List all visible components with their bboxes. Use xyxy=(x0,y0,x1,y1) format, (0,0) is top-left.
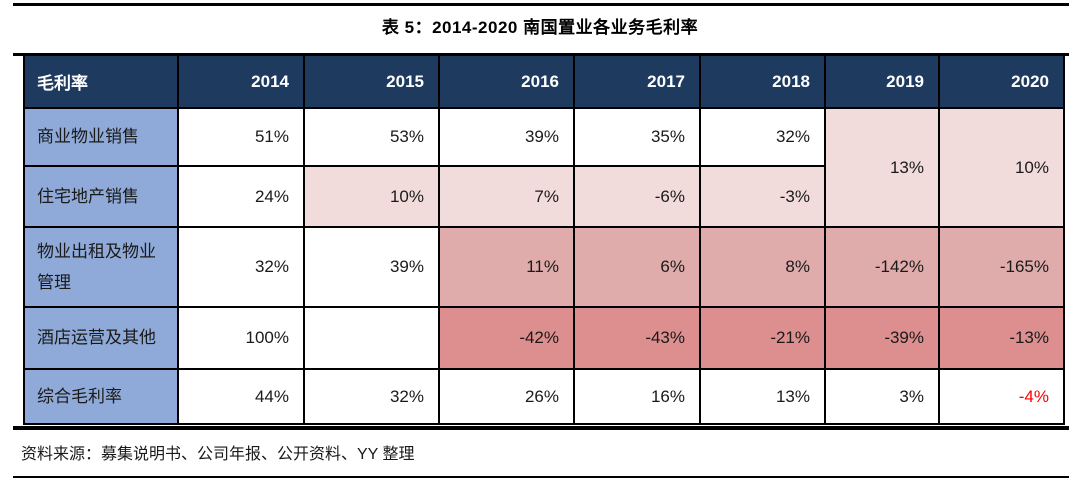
cell-leasing-2019: -142% xyxy=(824,226,940,308)
cell-leasing-2015: 39% xyxy=(303,226,440,308)
cell-overall-2014: 44% xyxy=(177,368,305,425)
cell-merged-2019: 13% xyxy=(824,107,940,228)
row-label: 物业出租及物业管理 xyxy=(23,226,179,308)
gross-margin-table: 毛利率 2014 2015 2016 2017 2018 2019 2020 商… xyxy=(23,54,1065,425)
cell-residential-2018: -3% xyxy=(699,165,826,228)
source-note: 资料来源：募集说明书、公司年报、公开资料、YY 整理 xyxy=(21,446,415,463)
cell-overall-2017: 16% xyxy=(573,368,701,425)
bottom-rule xyxy=(13,476,1069,478)
cell-leasing-2014: 32% xyxy=(177,226,305,308)
cell-overall-2019: 3% xyxy=(824,368,940,425)
row-label: 酒店运营及其他 xyxy=(23,306,179,370)
cell-commercial-2016: 39% xyxy=(438,107,575,167)
cell-commercial-2015: 53% xyxy=(303,107,440,167)
cell-hotel-2019: -39% xyxy=(824,306,940,370)
row-residential-property-sales: 住宅地产销售 24% 10% 7% -6% -3% xyxy=(23,165,1064,228)
cell-residential-2014: 24% xyxy=(177,165,305,228)
column-header-2019: 2019 xyxy=(824,54,940,109)
cell-leasing-2016: 11% xyxy=(438,226,575,308)
cell-commercial-2018: 32% xyxy=(699,107,826,167)
cell-residential-2017: -6% xyxy=(573,165,701,228)
cell-hotel-2017: -43% xyxy=(573,306,701,370)
column-header-2014: 2014 xyxy=(177,54,305,109)
cell-hotel-2018: -21% xyxy=(699,306,826,370)
column-header-2020: 2020 xyxy=(938,54,1065,109)
cell-overall-2016: 26% xyxy=(438,368,575,425)
cell-hotel-2015-empty xyxy=(303,306,440,370)
cell-residential-2015: 10% xyxy=(303,165,440,228)
cell-overall-2020-negative: -4% xyxy=(938,368,1065,425)
column-header-2016: 2016 xyxy=(438,54,575,109)
cell-overall-2015: 32% xyxy=(303,368,440,425)
row-overall-gross-margin: 综合毛利率 44% 32% 26% 16% 13% 3% -4% xyxy=(23,368,1065,425)
table-bottom-rule xyxy=(13,426,1069,430)
cell-overall-2018: 13% xyxy=(699,368,826,425)
cell-residential-2016: 7% xyxy=(438,165,575,228)
column-header-2015: 2015 xyxy=(303,54,440,109)
cell-leasing-2018: 8% xyxy=(699,226,826,308)
cell-merged-2020: 10% xyxy=(938,107,1065,228)
column-header-metric: 毛利率 xyxy=(23,54,179,109)
row-property-leasing-management: 物业出租及物业管理 32% 39% 11% 6% 8% -142% -165% xyxy=(23,226,1065,308)
cell-commercial-2017: 35% xyxy=(573,107,701,167)
cell-hotel-2014: 100% xyxy=(177,306,305,370)
column-header-2018: 2018 xyxy=(699,54,826,109)
cell-leasing-2017: 6% xyxy=(573,226,701,308)
row-label: 综合毛利率 xyxy=(23,368,179,425)
row-commercial-property-sales: 商业物业销售 51% 53% 39% 35% 32% 13% 10% xyxy=(23,107,1065,228)
column-header-2017: 2017 xyxy=(573,54,701,109)
top-rule xyxy=(13,3,1069,6)
row-hotel-operations-other: 酒店运营及其他 100% -42% -43% -21% -39% -13% xyxy=(23,306,1065,370)
row-label: 住宅地产销售 xyxy=(23,165,179,228)
cell-commercial-2014: 51% xyxy=(177,107,305,167)
cell-hotel-2020: -13% xyxy=(938,306,1065,370)
row-label: 商业物业销售 xyxy=(23,107,179,167)
page-title: 表 5：2014-2020 南国置业各业务毛利率 xyxy=(381,18,699,37)
cell-leasing-2020: -165% xyxy=(938,226,1065,308)
cell-hotel-2016: -42% xyxy=(438,306,575,370)
header-row: 毛利率 2014 2015 2016 2017 2018 2019 2020 xyxy=(23,54,1065,109)
